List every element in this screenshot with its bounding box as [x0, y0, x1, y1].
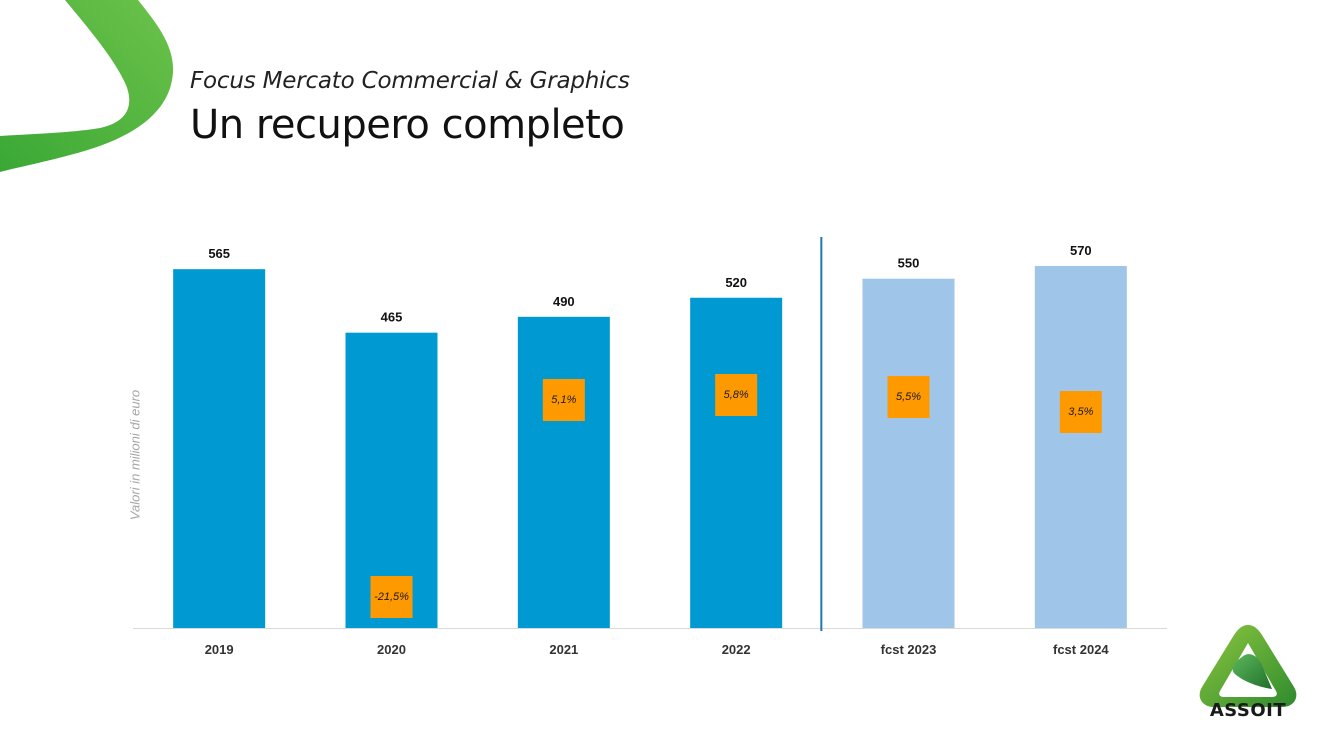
growth-box	[715, 374, 758, 416]
value-label: 465	[381, 310, 403, 325]
slide-title: Un recupero completo	[190, 102, 625, 148]
value-label: 520	[725, 275, 747, 290]
value-label: 570	[1070, 243, 1092, 258]
x-tick-label: 2022	[722, 642, 751, 657]
x-tick-label: 2020	[377, 642, 406, 657]
value-label: 490	[553, 294, 575, 309]
growth-box	[1059, 391, 1102, 433]
x-tick-label: fcst 2024	[1053, 642, 1109, 657]
growth-label: -21,5%	[374, 591, 409, 603]
bar-2022	[690, 297, 783, 628]
slide-subtitle: Focus Mercato Commercial & Graphics	[190, 68, 630, 94]
growth-box	[887, 376, 930, 418]
bar-2021	[517, 316, 610, 628]
bar-fcst-2023	[862, 278, 955, 628]
x-tick-label: 2021	[549, 642, 578, 657]
bar-2019	[173, 269, 266, 628]
growth-box	[542, 379, 585, 421]
value-label: 565	[208, 246, 230, 261]
x-tick-label: fcst 2023	[881, 642, 937, 657]
green-swoosh-decoration	[0, 0, 174, 172]
growth-label: 3,5%	[1068, 406, 1093, 418]
growth-label: 5,8%	[724, 389, 749, 401]
growth-label: 5,5%	[896, 391, 921, 403]
growth-box	[370, 576, 413, 618]
assoit-logo-text: ASSOIT	[1209, 700, 1287, 721]
x-tick-label: 2019	[205, 642, 234, 657]
growth-label: 5,1%	[551, 394, 576, 406]
value-label: 550	[898, 256, 920, 271]
assoit-logo-icon	[1199, 625, 1297, 707]
bar-fcst-2024	[1034, 266, 1127, 628]
